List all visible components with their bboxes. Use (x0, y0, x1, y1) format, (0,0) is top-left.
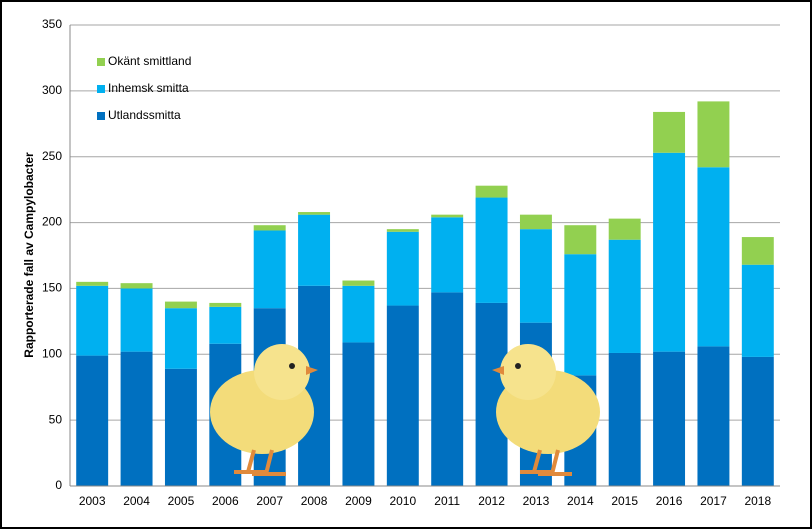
bar-segment (253, 225, 286, 231)
bar-segment (653, 351, 686, 486)
bar-segment (741, 237, 774, 265)
bar-segment (209, 306, 242, 344)
y-tick-label: 350 (42, 17, 62, 31)
chick-head (254, 344, 310, 400)
bar-segment (209, 302, 242, 307)
chick-legs (520, 449, 572, 476)
x-tick-label: 2005 (168, 494, 195, 508)
x-tick-label: 2014 (567, 494, 594, 508)
bar-segment (564, 225, 597, 255)
bar-segment (164, 308, 197, 369)
bar-segment (475, 185, 508, 198)
bar-segment (519, 229, 552, 323)
legend-swatch (97, 112, 105, 120)
y-tick-label: 50 (49, 412, 63, 426)
x-tick-label: 2008 (301, 494, 328, 508)
bar-segment (342, 280, 375, 286)
bar-segment (431, 292, 464, 486)
x-tick-label: 2007 (256, 494, 283, 508)
bar-segment (120, 351, 153, 486)
chick-beak (492, 366, 504, 375)
x-tick-label: 2009 (345, 494, 372, 508)
bar-segment (697, 101, 730, 168)
bar-segment (253, 230, 286, 309)
x-tick-label: 2018 (744, 494, 771, 508)
bar-segment (298, 214, 331, 286)
bar-segment (298, 212, 331, 215)
chick-head (500, 344, 556, 400)
bar-segment (608, 352, 641, 486)
y-tick-label: 100 (42, 346, 62, 360)
legend-label: Utlandssmitta (108, 108, 181, 122)
bar-segment (120, 288, 153, 352)
bar-segment (386, 231, 419, 306)
bar-segment (386, 305, 419, 486)
x-tick-label: 2017 (700, 494, 727, 508)
legend-swatch (97, 58, 105, 66)
y-axis-label: Rapporterade fall av Campylobacter (22, 152, 36, 358)
bar-segment (741, 264, 774, 357)
x-tick-label: 2012 (478, 494, 505, 508)
x-tick-label: 2011 (434, 494, 460, 508)
bar-segment (76, 285, 109, 356)
bar-segment (386, 229, 419, 232)
bar-segment (741, 356, 774, 486)
x-tick-label: 2016 (656, 494, 683, 508)
x-tick-label: 2006 (212, 494, 239, 508)
bar-segment (342, 342, 375, 486)
chick-legs (234, 449, 286, 476)
y-tick-label: 200 (42, 215, 62, 229)
y-tick-label: 150 (42, 281, 62, 295)
chick-eye (515, 363, 521, 369)
bar-segment (653, 111, 686, 153)
bar-segment (164, 368, 197, 486)
y-tick-label: 0 (55, 478, 62, 492)
bar-segment (120, 283, 153, 289)
legend-label: Okänt smittland (108, 54, 191, 68)
bar-segment (564, 254, 597, 376)
bar-segment (431, 217, 464, 293)
chick-beak (306, 366, 318, 375)
bar-segment (431, 214, 464, 218)
bar-segment (76, 355, 109, 486)
bar-segment (164, 301, 197, 309)
bar-segment (342, 285, 375, 343)
x-tick-label: 2013 (523, 494, 550, 508)
x-tick-label: 2003 (79, 494, 106, 508)
decoration (210, 344, 600, 476)
x-tick-label: 2010 (389, 494, 416, 508)
bar-segment (475, 197, 508, 303)
bar-segment (519, 214, 552, 230)
chick-eye (289, 363, 295, 369)
bar-segment (608, 218, 641, 240)
bar-segment (697, 346, 730, 486)
bar-segment (653, 152, 686, 352)
legend-label: Inhemsk smitta (108, 81, 189, 95)
y-tick-label: 300 (42, 83, 62, 97)
bar-segment (608, 239, 641, 353)
y-tick-label: 250 (42, 149, 62, 163)
x-tick-label: 2004 (123, 494, 150, 508)
bar-segment (76, 281, 109, 286)
bar-segment (697, 167, 730, 347)
legend-swatch (97, 85, 105, 93)
x-tick-label: 2015 (611, 494, 638, 508)
